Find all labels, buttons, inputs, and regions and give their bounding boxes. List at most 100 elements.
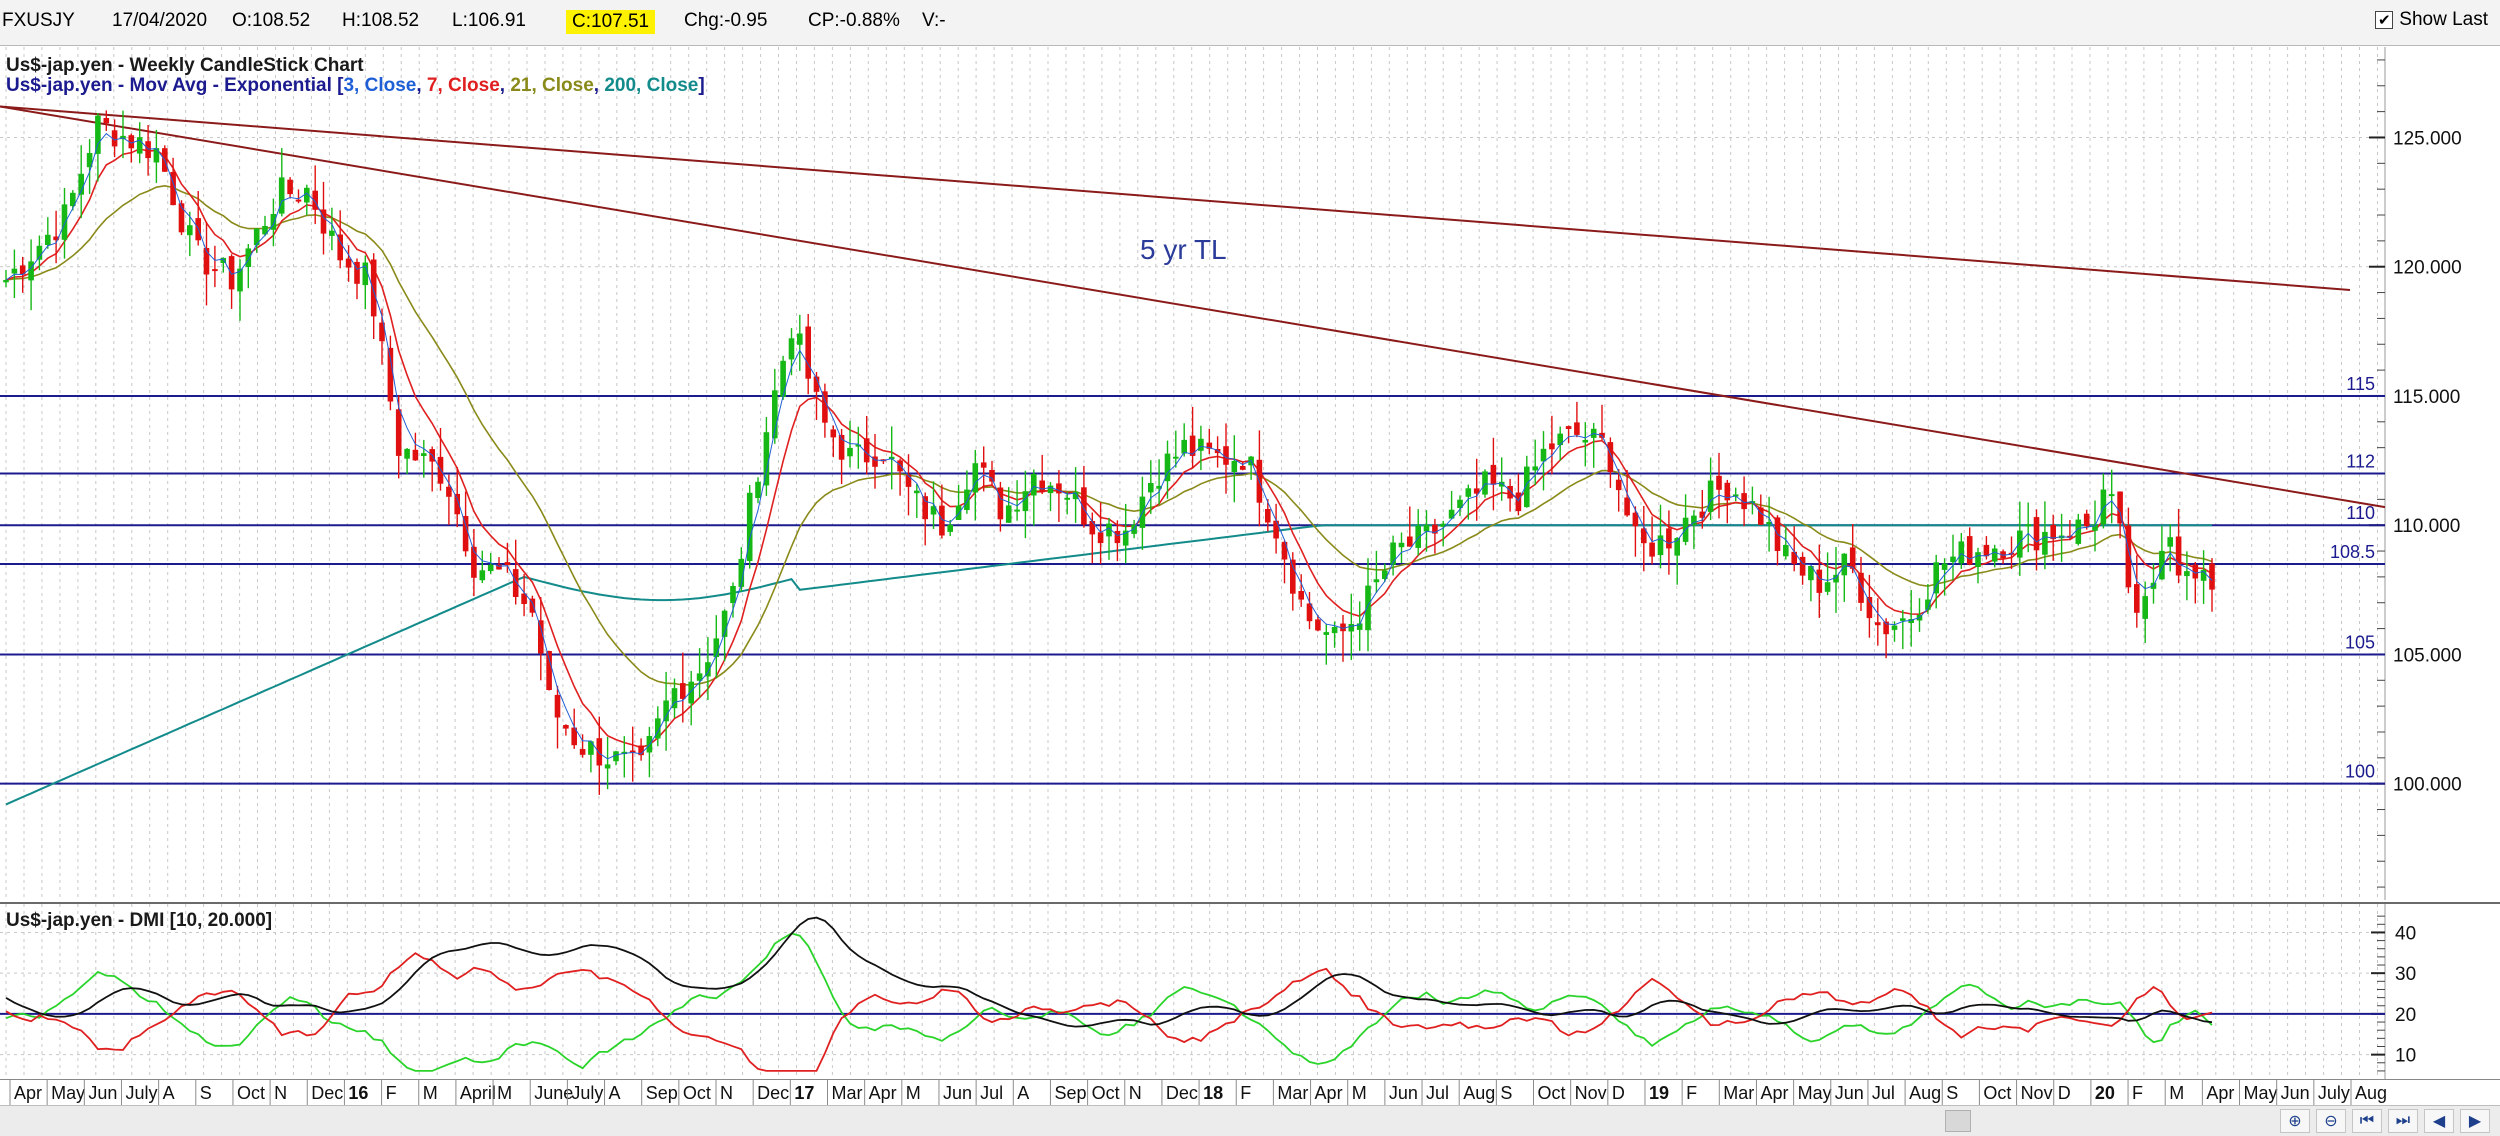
scroll-right-icon[interactable]: ▶ xyxy=(2460,1109,2490,1133)
zoom-in-icon[interactable]: ⊕ xyxy=(2280,1109,2310,1133)
candle-body xyxy=(395,409,402,456)
scrollbar-thumb[interactable] xyxy=(1945,1110,1971,1132)
candle-body xyxy=(813,376,820,392)
candle-body xyxy=(1056,483,1062,494)
ma-legend-ema21: 21, Close xyxy=(510,75,594,96)
x-tick-label: Aug xyxy=(1909,1083,1941,1103)
candle-body xyxy=(638,745,644,756)
candle-body xyxy=(287,179,293,195)
x-tick-label: Nov xyxy=(1575,1083,1607,1103)
show-last-toggle[interactable]: ✔ Show Last xyxy=(2375,9,2488,31)
trendline xyxy=(0,105,2386,509)
x-tick-label: Jun xyxy=(2281,1083,2310,1103)
ma-legend-ema3: 3, Close xyxy=(343,75,417,96)
candle-body xyxy=(1072,491,1079,500)
x-tick-label: D xyxy=(2058,1083,2071,1103)
x-tick-label: M xyxy=(423,1083,438,1103)
x-tick-label: Jun xyxy=(943,1083,972,1103)
candle-body xyxy=(1114,531,1121,544)
x-tick-label: F xyxy=(1240,1083,1251,1103)
candle-body xyxy=(563,725,569,729)
candle-body xyxy=(546,651,552,690)
candle-body xyxy=(1281,541,1288,560)
candle-body xyxy=(1173,456,1179,459)
candle-body xyxy=(228,256,235,290)
candle-body xyxy=(2025,524,2031,527)
scroll-left-icon[interactable]: ◀ xyxy=(2424,1109,2454,1133)
x-tick-label: Dec xyxy=(1166,1083,1198,1103)
zoom-out-icon[interactable]: ⊖ xyxy=(2316,1109,2346,1133)
candle-body xyxy=(972,463,979,493)
candle-body xyxy=(554,694,561,718)
checkbox-icon[interactable]: ✔ xyxy=(2375,11,2394,29)
candle-body xyxy=(1273,520,1279,539)
trendlines: 5 yr TL xyxy=(0,105,2386,509)
candle-body xyxy=(1674,538,1680,556)
candle-body xyxy=(2017,530,2023,558)
candle-body xyxy=(2092,524,2098,531)
candle-body xyxy=(370,259,377,317)
candle-body xyxy=(1331,627,1338,634)
level-label: 110 xyxy=(2346,503,2375,523)
candle-body xyxy=(128,135,135,149)
candle-body xyxy=(629,750,636,753)
horizontal-scrollbar[interactable]: ⊕ ⊖ ⏮ ⏭ ◀ ▶ xyxy=(0,1105,2500,1136)
x-tick-label: D xyxy=(1612,1083,1625,1103)
candle-body xyxy=(855,444,862,447)
candle-body xyxy=(61,204,68,240)
show-last-label: Show Last xyxy=(2399,9,2488,30)
x-tick-label: Dec xyxy=(311,1083,343,1103)
candle-body xyxy=(1632,512,1639,527)
dmi-chart-svg[interactable]: 10 20 30 40 xyxy=(0,904,2500,1079)
candle-body xyxy=(295,199,302,202)
y-tick-label: 115.000 xyxy=(2393,387,2460,408)
candle-body xyxy=(1649,542,1655,557)
candle-body xyxy=(1574,422,1580,435)
x-tick-label: Apr xyxy=(14,1083,42,1103)
candle-body xyxy=(1849,547,1856,569)
scroll-last-icon[interactable]: ⏭ xyxy=(2388,1109,2418,1133)
candle-body xyxy=(1766,522,1772,524)
candle-body xyxy=(220,257,227,263)
candle-body xyxy=(1941,563,1948,570)
candle-body xyxy=(95,115,101,154)
candle-body xyxy=(53,236,59,241)
candle-body xyxy=(655,718,661,739)
candle-body xyxy=(1691,515,1697,526)
candle-body xyxy=(504,562,511,566)
dmi-chart-panel[interactable]: 10 20 30 40 Us$-jap.yen - DMI [10, 20.000] xyxy=(0,902,2500,1079)
candle-body xyxy=(914,490,920,494)
x-tick-label: July xyxy=(125,1083,157,1103)
candle-body xyxy=(1699,511,1706,518)
candle-body xyxy=(1950,556,1956,562)
date-label: 17/04/2020 xyxy=(112,10,208,31)
candle-body xyxy=(11,268,18,274)
candle-body xyxy=(312,190,318,210)
dmi-chart-title: Us$-jap.yen - DMI [10, 20.000] xyxy=(6,910,273,931)
candle-body xyxy=(421,453,427,456)
candle-body xyxy=(1106,523,1112,537)
candle-body xyxy=(2108,494,2115,497)
price-chart-svg[interactable]: 100.000 105.000 110.000 115.000 120.000 125.0… xyxy=(0,47,2500,900)
price-chart-panel[interactable]: 100.000 105.000 110.000 115.000 120.000 125.0… xyxy=(0,47,2500,900)
candle-body xyxy=(1407,536,1413,547)
level-label: 115 xyxy=(2346,374,2375,394)
high-value: H:108.52 xyxy=(342,10,420,31)
candle-body xyxy=(387,347,394,402)
y-tick-label: 105.000 xyxy=(2393,645,2462,666)
x-tick-label: Oct xyxy=(683,1083,711,1103)
x-tick-label: Sep xyxy=(1054,1083,1086,1103)
scroll-first-icon[interactable]: ⏮ xyxy=(2352,1109,2382,1133)
level-label: 105 xyxy=(2345,632,2375,652)
candle-body xyxy=(178,203,185,233)
x-tick-label: Jun xyxy=(88,1083,117,1103)
plus-di-line xyxy=(5,932,2213,1072)
candle-body xyxy=(922,496,928,520)
candle-body xyxy=(788,338,795,360)
candle-body xyxy=(153,148,160,163)
candle-body xyxy=(705,662,711,677)
candle-body xyxy=(905,474,912,487)
candle-body xyxy=(1081,487,1087,525)
candle-body xyxy=(1005,505,1012,523)
candle-body xyxy=(613,751,619,762)
